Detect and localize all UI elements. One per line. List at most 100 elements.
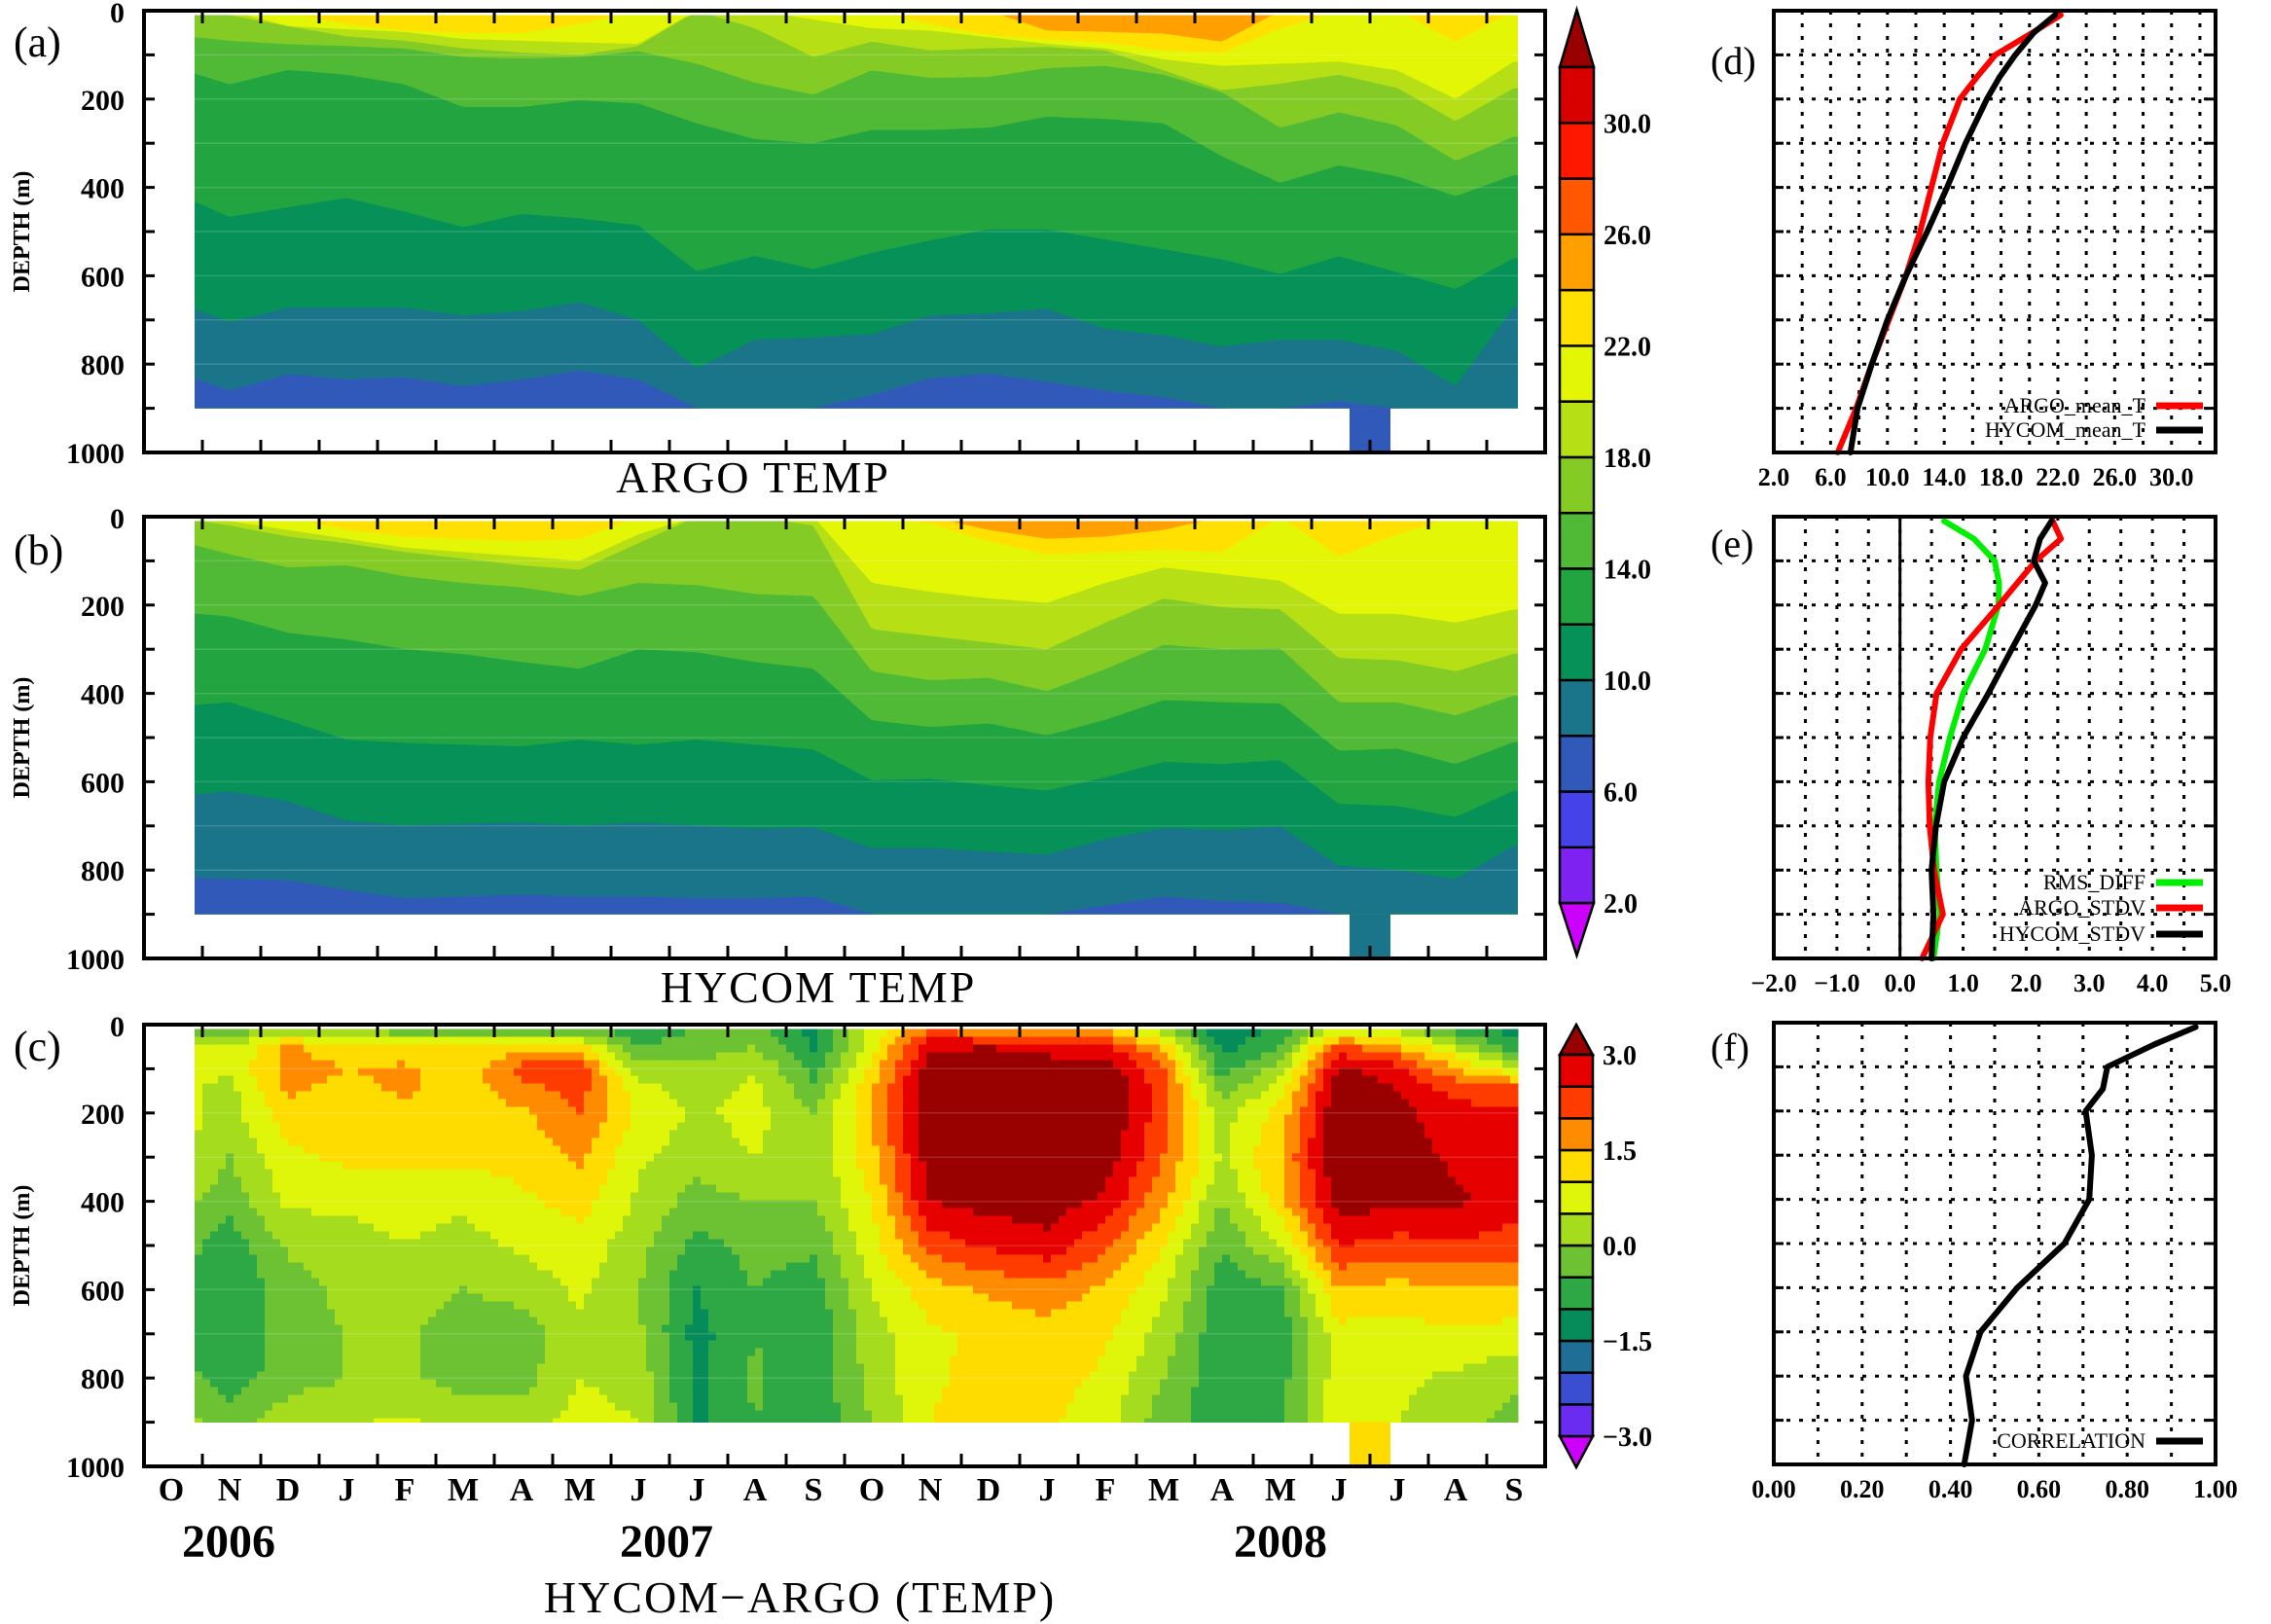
heatmap-cell — [522, 1231, 530, 1240]
heatmap-cell — [693, 1052, 702, 1061]
heatmap-cell — [623, 1145, 631, 1154]
heatmap-cell — [436, 1122, 445, 1131]
heatmap-cell — [763, 1161, 772, 1170]
heatmap-cell — [833, 1099, 842, 1107]
heatmap-cell — [911, 1075, 919, 1084]
heatmap-cell — [304, 1348, 312, 1356]
heatmap-cell — [848, 1309, 857, 1317]
heatmap-cell — [841, 1192, 849, 1201]
heatmap-cell — [747, 1192, 756, 1201]
heatmap-cell — [529, 1410, 538, 1419]
heatmap-cell — [319, 1239, 328, 1247]
heatmap-cell — [568, 1223, 577, 1232]
heatmap-cell — [864, 1099, 873, 1107]
heatmap-cell — [335, 1355, 343, 1364]
heatmap-cell — [693, 1231, 702, 1240]
heatmap-cell — [592, 1246, 600, 1255]
heatmap-cell — [506, 1278, 515, 1286]
heatmap-cell — [841, 1083, 849, 1092]
heatmap-cell — [195, 1270, 203, 1279]
heatmap-cell — [483, 1145, 491, 1154]
heatmap-cell — [335, 1285, 343, 1294]
heatmap-cell — [817, 1340, 826, 1349]
heatmap-cell — [560, 1309, 569, 1317]
heatmap-cell — [257, 1394, 266, 1403]
heatmap-cell — [342, 1153, 351, 1162]
heatmap-cell — [654, 1355, 663, 1364]
heatmap-cell — [428, 1301, 437, 1310]
heatmap-cell — [919, 1402, 927, 1411]
heatmap-cell — [584, 1239, 593, 1247]
heatmap-cell — [498, 1169, 507, 1177]
heatmap-cell — [856, 1145, 865, 1154]
y-tick-label: 400 — [81, 173, 125, 205]
heatmap-cell — [763, 1379, 772, 1388]
heatmap-cell — [529, 1379, 538, 1388]
heatmap-cell — [716, 1060, 725, 1068]
heatmap-cell — [786, 1254, 795, 1263]
heatmap-cell — [374, 1052, 382, 1061]
heatmap-cell — [810, 1223, 818, 1232]
heatmap-cell — [451, 1363, 460, 1372]
heatmap-cell — [856, 1301, 865, 1310]
heatmap-cell — [887, 1309, 896, 1317]
heatmap-cell — [732, 1060, 740, 1068]
heatmap-cell — [358, 1161, 367, 1170]
heatmap-cell — [366, 1324, 375, 1333]
heatmap-cell — [428, 1340, 437, 1349]
heatmap-cell — [841, 1246, 849, 1255]
heatmap-cell — [623, 1029, 631, 1037]
heatmap-cell — [880, 1052, 888, 1061]
heatmap-cell — [374, 1114, 382, 1123]
heatmap-cell — [506, 1083, 515, 1092]
heatmap-cell — [739, 1332, 748, 1341]
heatmap-cell — [810, 1246, 818, 1255]
heatmap-cell — [654, 1317, 663, 1325]
heatmap-cell — [903, 1184, 912, 1193]
heatmap-cell — [872, 1379, 881, 1388]
heatmap-cell — [483, 1106, 491, 1115]
heatmap-cell — [553, 1363, 561, 1372]
heatmap-cell — [584, 1114, 593, 1123]
heatmap-cell — [202, 1161, 211, 1170]
heatmap-cell — [241, 1029, 250, 1037]
heatmap-cell — [732, 1270, 740, 1279]
heatmap-cell — [786, 1301, 795, 1310]
heatmap-cell — [483, 1075, 491, 1084]
heatmap-cell — [195, 1340, 203, 1349]
heatmap-cell — [545, 1044, 554, 1053]
heatmap-cell — [763, 1067, 772, 1076]
heatmap-cell — [467, 1083, 476, 1092]
heatmap-cell — [226, 1083, 234, 1092]
heatmap-cell — [553, 1083, 561, 1092]
heatmap-cell — [669, 1192, 678, 1201]
heatmap-cell — [732, 1309, 740, 1317]
heatmap-cell — [716, 1293, 725, 1302]
heatmap-cell — [615, 1285, 624, 1294]
heatmap-cell — [529, 1208, 538, 1216]
heatmap-cell — [272, 1355, 281, 1364]
heatmap-cell — [903, 1231, 912, 1240]
heatmap-cell — [490, 1410, 499, 1419]
heatmap-cell — [529, 1418, 538, 1424]
heatmap-cell — [475, 1052, 484, 1061]
heatmap-cell — [241, 1223, 250, 1232]
heatmap-cell — [366, 1137, 375, 1146]
heatmap-cell — [841, 1394, 849, 1403]
heatmap-cell — [631, 1309, 639, 1317]
heatmap-cell — [202, 1176, 211, 1185]
heatmap-cell — [701, 1052, 709, 1061]
heatmap-cell — [848, 1176, 857, 1185]
heatmap-cell — [560, 1137, 569, 1146]
heatmap-cell — [405, 1348, 414, 1356]
heatmap-cell — [833, 1083, 842, 1092]
heatmap-cell — [436, 1169, 445, 1177]
heatmap-cell — [926, 1145, 935, 1154]
heatmap-cell — [763, 1137, 772, 1146]
heatmap-cell — [335, 1075, 343, 1084]
heatmap-cell — [413, 1410, 421, 1419]
heatmap-cell — [327, 1317, 336, 1325]
heatmap-cell — [296, 1052, 305, 1061]
heatmap-cell — [584, 1231, 593, 1240]
